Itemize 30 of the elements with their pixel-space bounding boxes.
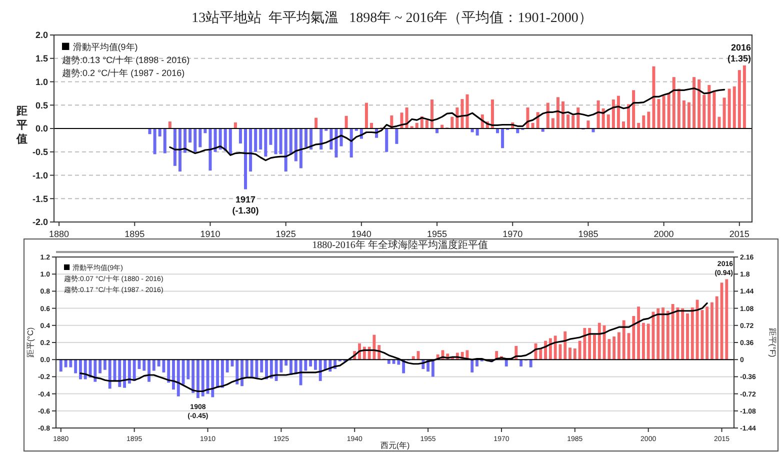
y-tick-label: 2.0 xyxy=(35,30,48,40)
chart-title: 13站平地站 年平均氣溫 1898年 ~ 2016年（平均值：1901-2000） xyxy=(192,10,592,26)
y-tick-label: -0.5 xyxy=(32,147,48,158)
x-tick-label: 1910 xyxy=(200,229,220,239)
x-tick-label: 1955 xyxy=(427,229,448,239)
x-axis-title: 西元(年) xyxy=(380,441,410,450)
x-tick-label: 1970 xyxy=(502,229,523,239)
x-tick-label: 1940 xyxy=(351,229,372,239)
y-tick-label: -1.5 xyxy=(32,194,48,204)
y-tick-label: 1.5 xyxy=(35,54,48,64)
annotation: 趨勢:0.2 °C/十年 (1987 - 2016) xyxy=(62,68,185,78)
y-tick-label: 0.5 xyxy=(35,100,48,110)
annotation: 1917 (-1.30) xyxy=(232,194,259,216)
x-tick-label: 1925 xyxy=(276,229,296,239)
y-tick-label: 0.0 xyxy=(35,124,48,134)
x-tick-label: 1895 xyxy=(124,229,145,239)
x-tick-label: 2000 xyxy=(654,229,674,239)
y-tick-label: -1.0 xyxy=(32,170,48,180)
y2-axis-title: 距平(°F) xyxy=(768,328,777,358)
x-tick-label: 1880 xyxy=(49,229,70,239)
annotation: 趨勢:0.13 °C/十年 (1898 - 2016) xyxy=(62,55,190,65)
y-tick-label: -2.0 xyxy=(32,217,48,228)
x-tick-label: 2015 xyxy=(729,229,750,239)
y-axis-title: 距平(°C) xyxy=(26,327,35,358)
x-tick-label: 1985 xyxy=(578,229,598,239)
legend-label: 滑動平均值(9年) xyxy=(72,42,138,52)
y-tick-label: 1.0 xyxy=(35,76,48,87)
annotation: 2016 (1.35) xyxy=(727,42,751,64)
y-axis-title: 距平值 xyxy=(16,106,28,146)
chart-title: 1880-2016年 年全球海陸平均溫度距平值 xyxy=(312,239,488,251)
